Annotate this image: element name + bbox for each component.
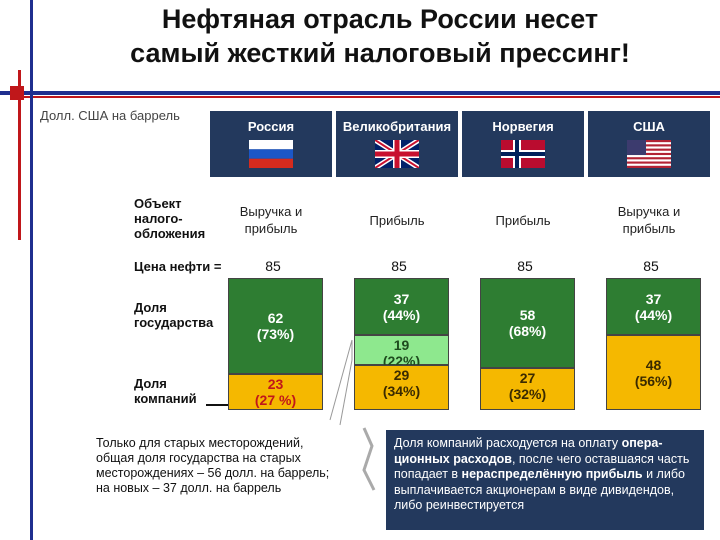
country-name: Россия [247,119,295,134]
note-line: месторождениях – 56 долл. на баррель; [96,466,330,480]
bar-percent-label: (44%) [382,306,421,323]
note-old-fields: Только для старых месторождений, общая д… [96,436,364,496]
row-label-tax-object: Объект налого- обложения [134,196,205,241]
note-line: общая доля государства на старых [96,451,301,465]
bar-segment-russia-company: 23 (27 %) [228,374,323,410]
bar-value-label: 19 [393,337,410,354]
bar-value-label: 62 [267,310,284,327]
tax-object-line: Выручка и [617,204,681,219]
bar-percent-label: (44%) [634,306,673,323]
bar-percent-label: (56%) [634,372,673,389]
country-header-russia: Россия [210,111,332,177]
russia-flag-icon [249,140,293,168]
country-name: Норвегия [492,119,554,134]
oil-price-usa: 85 [643,258,659,274]
note-bold-text: опера-ционных расходов [394,436,663,466]
bar-segment-norway-state: 58 (68%) [480,278,575,369]
title-line-2: самый жесткий налоговый прессинг! [130,38,630,68]
note-text: и либо выплачивается акционерам в виде д… [394,467,685,512]
bar-segment-uk-state: 37 (44%) [354,278,449,336]
row-label-line: налого- [134,211,183,226]
oil-price-russia: 85 [265,258,281,274]
note-text: Доля компаний расходуется на оплату [394,436,622,450]
country-name: Великобритания [342,119,452,134]
tax-object-usa: Выручка и прибыль [604,203,694,237]
tax-object-line: Прибыль [495,213,551,228]
country-header-norway: Норвегия [462,111,584,177]
tax-object-line: Прибыль [369,213,425,228]
unit-label: Долл. США на баррель [40,108,180,123]
bar-percent-label: (73%) [256,326,295,343]
tax-object-line: прибыль [244,221,298,236]
note-line: Только для старых месторождений, [96,436,304,450]
oil-price-uk: 85 [391,258,407,274]
bar-value-label: 23 [267,376,284,393]
tax-object-line: прибыль [622,221,676,236]
norway-flag-icon [501,140,545,168]
frame-top-line [0,91,720,95]
company-label-underline [206,404,230,406]
bar-percent-label: (68%) [508,323,547,340]
country-header-uk: Великобритания [336,111,458,177]
bar-value-label: 48 [645,356,662,373]
oil-price-norway: 85 [517,258,533,274]
row-label-line: компаний [134,391,197,406]
bar-value-label: 37 [645,290,662,307]
bar-segment-uk-company: 29 (34%) [354,364,449,410]
row-label-line: Доля [134,376,167,391]
tax-object-norway: Прибыль [478,212,568,229]
row-label-line: обложения [134,226,206,241]
frame-left-line [30,0,33,540]
row-label-line: государства [134,315,214,330]
title-line-1: Нефтяная отрасль России несет [161,4,599,34]
tax-object-uk: Прибыль [352,212,442,229]
country-header-usa: США [588,111,710,177]
bar-value-label: 29 [393,366,410,383]
frame-top-line-red [10,96,720,98]
row-label-line: Доля [134,300,167,315]
bar-percent-label: (34%) [382,382,421,399]
bar-value-label: 27 [519,370,536,387]
usa-flag-icon [627,140,671,168]
row-label-state-share: Доля государства [134,300,213,330]
uk-flag-icon [375,140,419,168]
bar-segment-usa-state: 37 (44%) [606,278,701,336]
tax-object-line: Выручка и [239,204,303,219]
note-line: на новых – 37 долл. на баррель [96,481,282,495]
bar-percent-label: (32%) [508,386,547,403]
note-text: , после чего оставшаяся часть попадает в [394,451,690,482]
bar-segment-norway-company: 27 (32%) [480,368,575,410]
tax-object-russia: Выручка и прибыль [226,203,316,237]
page-title: Нефтяная отрасль России несет самый жест… [40,2,720,70]
row-label-oil-price: Цена нефти = [134,259,222,274]
bar-percent-label: (27 %) [254,392,297,409]
bar-segment-usa-company: 48 (56%) [606,335,701,410]
bar-value-label: 37 [393,290,410,307]
note-bold-text: нераспределённую прибыль [461,467,643,481]
frame-left-line-red [18,70,21,240]
row-label-line: Объект [134,196,182,211]
note-company-share: Доля компаний расходуется на оплату опер… [386,430,704,530]
country-name: США [633,119,665,134]
frame-corner-square [10,86,24,100]
bar-segment-russia-state: 62 (73%) [228,278,323,375]
bar-value-label: 58 [519,307,536,324]
row-label-company-share: Доля компаний [134,376,197,406]
